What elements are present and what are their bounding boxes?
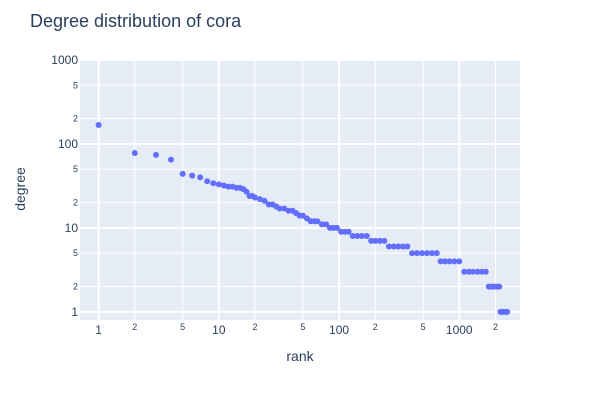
data-point (345, 228, 352, 235)
data-point (314, 218, 321, 225)
data-point (433, 250, 440, 257)
data-point (354, 233, 361, 240)
data-point (215, 181, 222, 188)
data-point (437, 258, 444, 265)
data-point (399, 243, 406, 250)
data-point (189, 172, 196, 179)
y-minor-tick-label: 2 (73, 114, 78, 124)
x-minor-tick-label: 2 (253, 322, 258, 332)
y-minor-tick-label: 2 (73, 198, 78, 208)
data-point (318, 221, 325, 228)
y-tick-label: 1 (71, 305, 78, 319)
x-tick-label: 1000 (446, 323, 473, 337)
y-axis-label: degree (12, 167, 28, 211)
data-point (441, 258, 448, 265)
y-tick-label: 1000 (51, 53, 78, 67)
data-point (482, 268, 489, 275)
data-point (390, 243, 397, 250)
data-point (333, 224, 340, 231)
x-minor-tick-label: 5 (421, 322, 426, 332)
data-point (252, 194, 259, 201)
data-point (474, 268, 481, 275)
x-minor-tick-label: 5 (300, 322, 305, 332)
y-tick-label: 10 (65, 221, 79, 235)
data-point (385, 243, 392, 250)
data-point (404, 243, 411, 250)
data-point (323, 221, 330, 228)
data-point (220, 182, 227, 189)
y-minor-tick-label: 5 (73, 80, 78, 90)
y-tick-label: 100 (58, 137, 78, 151)
x-tick-labels: 1 10 100 1000 2 5 2 5 2 5 2 (95, 322, 498, 337)
x-tick-label: 100 (329, 323, 349, 337)
data-point (204, 178, 211, 185)
data-point (349, 233, 356, 240)
data-point (469, 268, 476, 275)
x-tick-label: 1 (95, 323, 102, 337)
chart-title: Degree distribution of cora (30, 11, 242, 31)
x-axis-label: rank (286, 348, 314, 364)
data-point (243, 188, 250, 195)
data-point (372, 237, 379, 244)
data-point (381, 237, 388, 244)
data-point (429, 250, 436, 257)
grid-lines (80, 59, 520, 320)
y-minor-tick-label: 5 (73, 164, 78, 174)
y-minor-tick-label: 2 (73, 282, 78, 292)
data-point (131, 150, 138, 157)
data-point (225, 183, 232, 190)
data-point (395, 243, 402, 250)
data-point (461, 268, 468, 275)
x-minor-tick-label: 5 (180, 322, 185, 332)
y-minor-tick-label: 5 (73, 248, 78, 258)
data-point (95, 122, 102, 129)
x-minor-tick-label: 2 (132, 322, 137, 332)
data-point (210, 180, 217, 187)
data-point (504, 308, 511, 315)
y-tick-labels: 1 10 100 1000 2 5 2 5 2 5 (51, 53, 78, 319)
plot-background (80, 60, 520, 320)
data-point (409, 250, 416, 257)
data-point (465, 268, 472, 275)
data-point (446, 258, 453, 265)
data-point (424, 250, 431, 257)
data-point (261, 197, 268, 204)
data-point (257, 196, 263, 203)
data-point (376, 237, 383, 244)
data-point (197, 174, 204, 181)
x-minor-tick-label: 2 (493, 322, 498, 332)
data-point (276, 205, 283, 212)
data-point (363, 233, 370, 240)
data-point (152, 151, 159, 158)
data-point (168, 156, 174, 163)
data-point (414, 250, 420, 257)
data-points (95, 122, 511, 315)
data-point (419, 250, 426, 257)
data-point (451, 258, 458, 265)
data-point (456, 258, 463, 265)
data-point (179, 170, 186, 177)
x-minor-tick-label: 2 (373, 322, 378, 332)
data-point (496, 283, 503, 290)
data-point (358, 233, 365, 240)
x-tick-label: 10 (212, 323, 226, 337)
